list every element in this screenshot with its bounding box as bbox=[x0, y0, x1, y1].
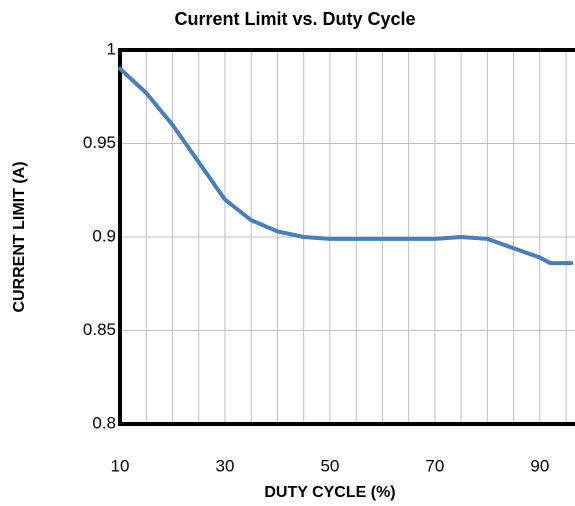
x-tick-label: 70 bbox=[425, 456, 444, 475]
y-tick-label: 1 bbox=[107, 39, 116, 58]
y-tick-label: 0.85 bbox=[83, 320, 116, 339]
chart-title: Current Limit vs. Duty Cycle bbox=[174, 9, 415, 29]
y-axis-label: CURRENT LIMIT (A) bbox=[11, 161, 28, 312]
y-tick-label: 0.9 bbox=[92, 226, 116, 245]
y-tick-label: 0.8 bbox=[92, 413, 116, 432]
plot-frame bbox=[118, 48, 575, 426]
data-line bbox=[118, 66, 574, 266]
x-axis-label: DUTY CYCLE (%) bbox=[264, 484, 395, 501]
x-tick-label: 30 bbox=[215, 456, 234, 475]
x-tick-label: 50 bbox=[320, 456, 339, 475]
x-tick-label: 10 bbox=[111, 456, 130, 475]
y-tick-label: 0.95 bbox=[83, 133, 116, 152]
x-tick-label: 90 bbox=[530, 456, 549, 475]
